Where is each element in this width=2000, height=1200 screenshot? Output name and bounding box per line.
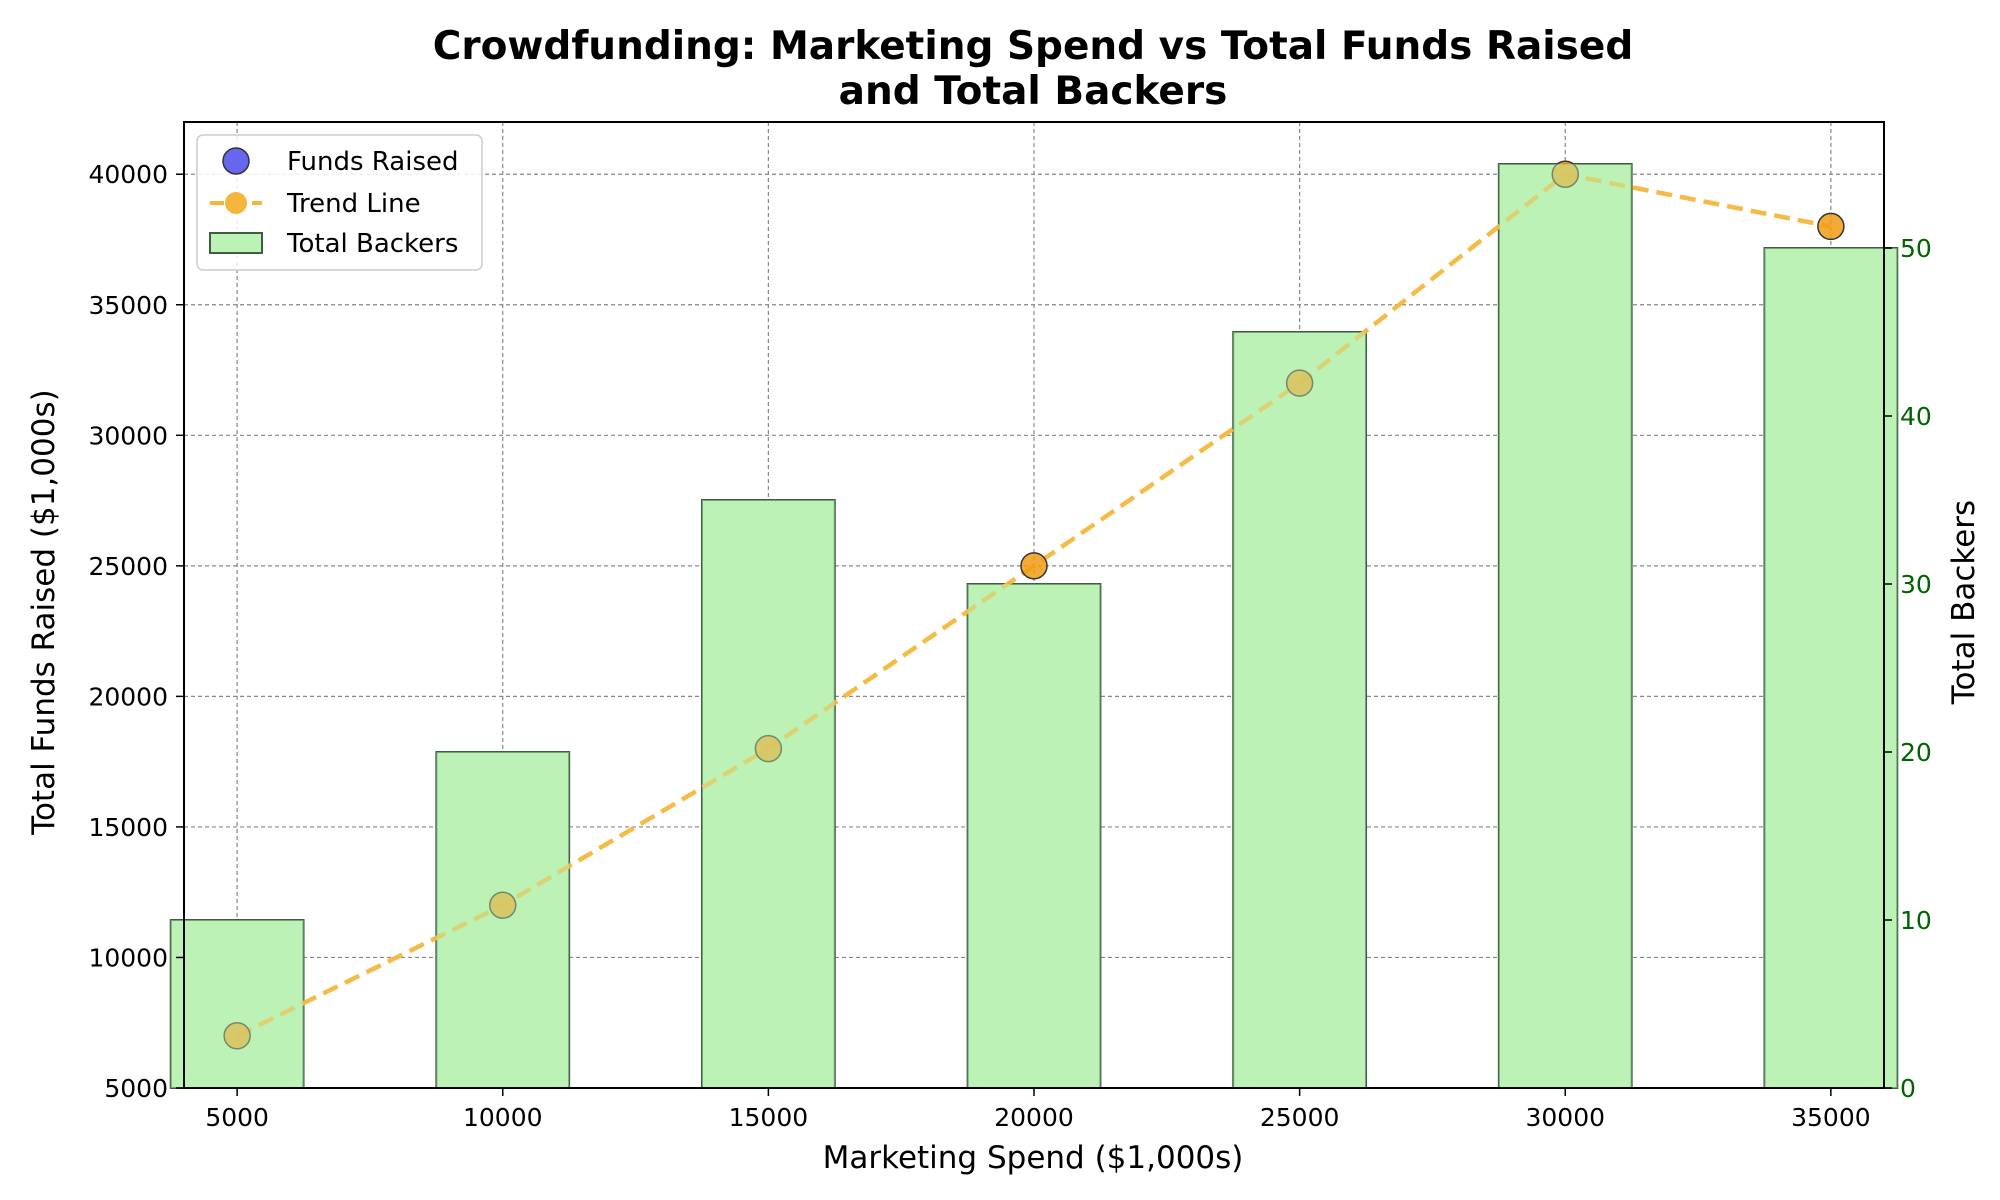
y-tick-label: 20000 [88, 682, 168, 711]
bar-total-backers [1497, 163, 1633, 1089]
y-right-tick-label: 50 [1900, 234, 1932, 263]
y-tick-label: 40000 [88, 160, 168, 189]
y-right-axis-label: Total Backers [1946, 500, 1982, 705]
points-layer [170, 160, 1898, 1088]
bar-total-backers [169, 919, 305, 1089]
y-right-tick-label: 10 [1900, 906, 1932, 935]
bar-total-backers [435, 751, 571, 1089]
point-funds-raised [1817, 212, 1845, 241]
x-tick-label: 15000 [729, 1103, 809, 1132]
point-funds-raised [1285, 369, 1314, 397]
chart-title-line1: Crowdfunding: Marketing Spend vs Total F… [433, 24, 1634, 69]
y-right-tick-label: 40 [1900, 402, 1932, 431]
legend-label-funds-raised: Funds Raised [287, 147, 459, 177]
y-axis-ticks: 5000 10000 15000 20000 25000 30000 35000 40000 [88, 160, 184, 1103]
legend-marker-trend [225, 192, 247, 214]
x-tick-label: 30000 [1525, 1103, 1605, 1132]
bar-overlay-total-backers [967, 584, 1101, 1088]
point-funds-raised [1551, 160, 1579, 188]
y-axis-label: Total Funds Raised ($1,000s) [26, 389, 62, 835]
bar-overlay-total-backers [1498, 164, 1632, 1088]
x-tick-label: 5000 [205, 1103, 269, 1132]
y-tick-label: 30000 [88, 421, 168, 450]
bar-total-backers [966, 583, 1102, 1089]
y-right-axis-ticks: 0 10 20 30 40 50 [1884, 234, 1932, 1103]
bar-overlay-total-backers [170, 920, 304, 1088]
y-right-tick-label: 20 [1900, 738, 1932, 767]
legend-swatch-total-backers [209, 232, 263, 254]
point-funds-raised [223, 1022, 251, 1050]
x-tick-label: 20000 [994, 1103, 1074, 1132]
bar-overlay-total-backers [701, 500, 835, 1088]
y-tick-label: 5000 [104, 1074, 168, 1103]
x-tick-label: 35000 [1791, 1103, 1871, 1132]
y-right-tick-label: 0 [1900, 1074, 1916, 1103]
point-funds-raised [754, 734, 783, 763]
legend-marker-funds-raised [222, 147, 250, 175]
x-axis-label: Marketing Spend ($1,000s) [823, 1140, 1244, 1176]
bar-overlay-total-backers [436, 752, 570, 1088]
bar-overlay-total-backers [1764, 248, 1898, 1088]
legend-label-trend-line: Trend Line [286, 189, 421, 219]
chart-title-line2: and Total Backers [839, 69, 1228, 114]
legend-label-total-backers: Total Backers [286, 229, 458, 259]
bar-total-backers [1232, 331, 1368, 1089]
bar-overlay-total-backers [1233, 332, 1367, 1088]
y-tick-label: 10000 [88, 943, 168, 972]
bar-total-backers [700, 499, 836, 1089]
bar-total-backers [1763, 247, 1899, 1089]
y-tick-label: 15000 [88, 813, 168, 842]
point-funds-raised [1020, 552, 1048, 580]
x-tick-label: 10000 [463, 1103, 543, 1132]
y-right-tick-label: 30 [1900, 570, 1932, 599]
point-funds-raised [489, 891, 517, 919]
bars-layer [169, 163, 1899, 1089]
x-axis-ticks: 5000 10000 15000 20000 25000 30000 35000 [205, 1088, 1871, 1132]
legend-box [196, 134, 483, 271]
y-tick-label: 35000 [88, 291, 168, 320]
y-tick-label: 25000 [88, 552, 168, 581]
legend: Funds Raised Trend Line Total Backers [196, 134, 483, 271]
x-tick-label: 25000 [1260, 1103, 1340, 1132]
